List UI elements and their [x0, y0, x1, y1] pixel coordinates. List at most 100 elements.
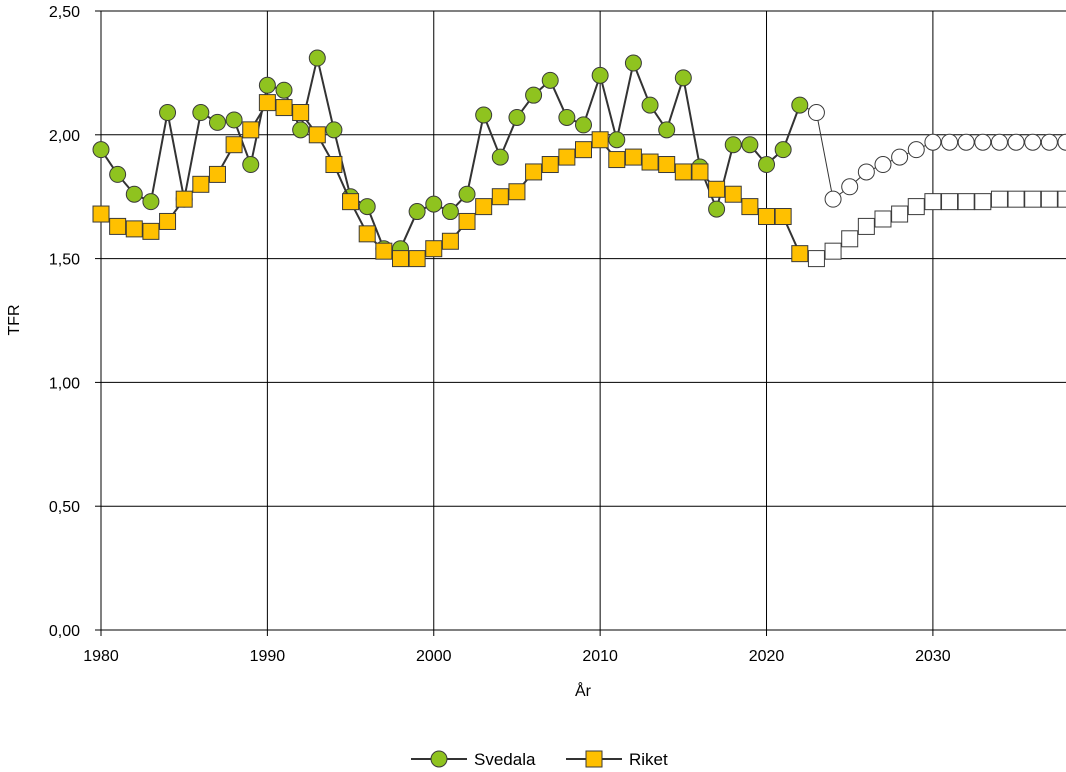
forecast-point-riket — [874, 210, 892, 228]
data-point-riket — [774, 208, 792, 226]
x-tick-label: 2000 — [416, 648, 452, 665]
data-point-svedala — [475, 106, 493, 124]
legend: Svedala Riket — [411, 750, 668, 769]
data-point-riket — [225, 136, 243, 154]
y-tick-label: 1,00 — [49, 375, 80, 392]
data-point-riket — [541, 156, 559, 174]
data-point-svedala — [192, 104, 210, 122]
data-point-svedala — [109, 165, 127, 183]
data-point-svedala — [758, 156, 776, 174]
data-point-riket — [192, 175, 210, 193]
forecast-point-svedala — [1057, 133, 1066, 151]
data-point-svedala — [408, 203, 426, 221]
data-point-svedala — [358, 198, 376, 216]
forecast-point-riket — [974, 193, 992, 211]
data-point-riket — [558, 148, 576, 166]
data-point-svedala — [258, 76, 276, 94]
forecast-point-svedala — [907, 141, 925, 159]
data-point-riket — [674, 163, 692, 181]
data-point-svedala — [491, 148, 509, 166]
data-point-svedala — [92, 141, 110, 159]
data-point-riket — [175, 190, 193, 208]
forecast-point-riket — [1040, 190, 1058, 208]
forecast-point-svedala — [824, 190, 842, 208]
forecast-point-svedala — [891, 148, 909, 166]
series-layer — [92, 49, 1066, 268]
data-point-svedala — [292, 121, 310, 139]
data-point-svedala — [458, 185, 476, 203]
y-axis-ticks: 0,00 0,50 1,00 1,50 2,00 2,50 — [49, 4, 101, 640]
data-point-riket — [308, 126, 326, 144]
data-point-svedala — [208, 113, 226, 131]
data-point-svedala — [674, 69, 692, 87]
forecast-point-riket — [857, 217, 875, 235]
forecast-point-riket — [841, 230, 859, 248]
legend-item-riket: Riket — [566, 750, 668, 769]
data-point-riket — [92, 205, 110, 223]
data-point-svedala — [558, 108, 576, 126]
data-point-riket — [591, 131, 609, 149]
data-point-riket — [691, 163, 709, 181]
data-point-riket — [458, 212, 476, 230]
y-axis-title: TFR — [6, 304, 23, 335]
data-point-svedala — [425, 195, 443, 213]
data-point-riket — [142, 222, 160, 240]
data-point-riket — [125, 220, 143, 238]
data-point-svedala — [624, 54, 642, 72]
forecast-point-riket — [1057, 190, 1066, 208]
data-point-svedala — [508, 108, 526, 126]
data-point-svedala — [658, 121, 676, 139]
legend-label: Riket — [629, 750, 668, 769]
forecast-point-svedala — [1024, 133, 1042, 151]
data-point-riket — [159, 212, 177, 230]
x-axis-ticks: 1980 1990 2000 2010 2020 2030 — [83, 630, 951, 665]
data-point-riket — [441, 232, 459, 250]
data-point-riket — [741, 198, 759, 216]
data-point-svedala — [641, 96, 659, 114]
forecast-point-svedala — [1040, 133, 1058, 151]
data-point-riket — [258, 94, 276, 112]
forecast-point-svedala — [957, 133, 975, 151]
grid-lines — [95, 10, 1066, 636]
data-point-riket — [708, 180, 726, 198]
forecast-point-svedala — [807, 104, 825, 122]
series-riket — [92, 94, 1066, 268]
data-point-svedala — [791, 96, 809, 114]
data-point-svedala — [225, 111, 243, 129]
data-point-riket — [724, 185, 742, 203]
forecast-point-riket — [1024, 190, 1042, 208]
x-tick-label: 1990 — [250, 648, 286, 665]
legend-label: Svedala — [474, 750, 536, 769]
data-point-svedala — [308, 49, 326, 67]
forecast-point-svedala — [874, 156, 892, 174]
data-point-svedala — [125, 185, 143, 203]
data-point-svedala — [575, 116, 592, 134]
data-point-riket — [358, 225, 376, 243]
data-point-riket — [342, 193, 360, 211]
data-point-riket — [425, 240, 443, 258]
data-point-riket — [109, 217, 127, 235]
data-point-svedala — [242, 156, 260, 174]
data-point-svedala — [724, 136, 742, 154]
y-tick-label: 0,50 — [49, 499, 80, 516]
series-line-svedala — [100, 57, 801, 250]
forecast-point-riket — [957, 193, 975, 211]
forecast-point-svedala — [974, 133, 992, 151]
forecast-point-riket — [941, 193, 959, 211]
forecast-point-svedala — [990, 133, 1008, 151]
data-point-riket — [325, 156, 343, 174]
forecast-point-riket — [924, 193, 942, 211]
data-point-riket — [292, 104, 310, 122]
data-point-riket — [624, 148, 642, 166]
data-point-svedala — [325, 121, 343, 139]
data-point-riket — [491, 188, 509, 206]
legend-marker-riket — [585, 750, 603, 768]
y-tick-label: 0,00 — [49, 623, 80, 640]
data-point-riket — [608, 151, 626, 169]
forecast-point-svedala — [941, 133, 959, 151]
data-point-svedala — [708, 200, 726, 218]
forecast-point-svedala — [1007, 133, 1025, 151]
data-point-riket — [375, 242, 393, 260]
data-point-svedala — [275, 81, 293, 99]
